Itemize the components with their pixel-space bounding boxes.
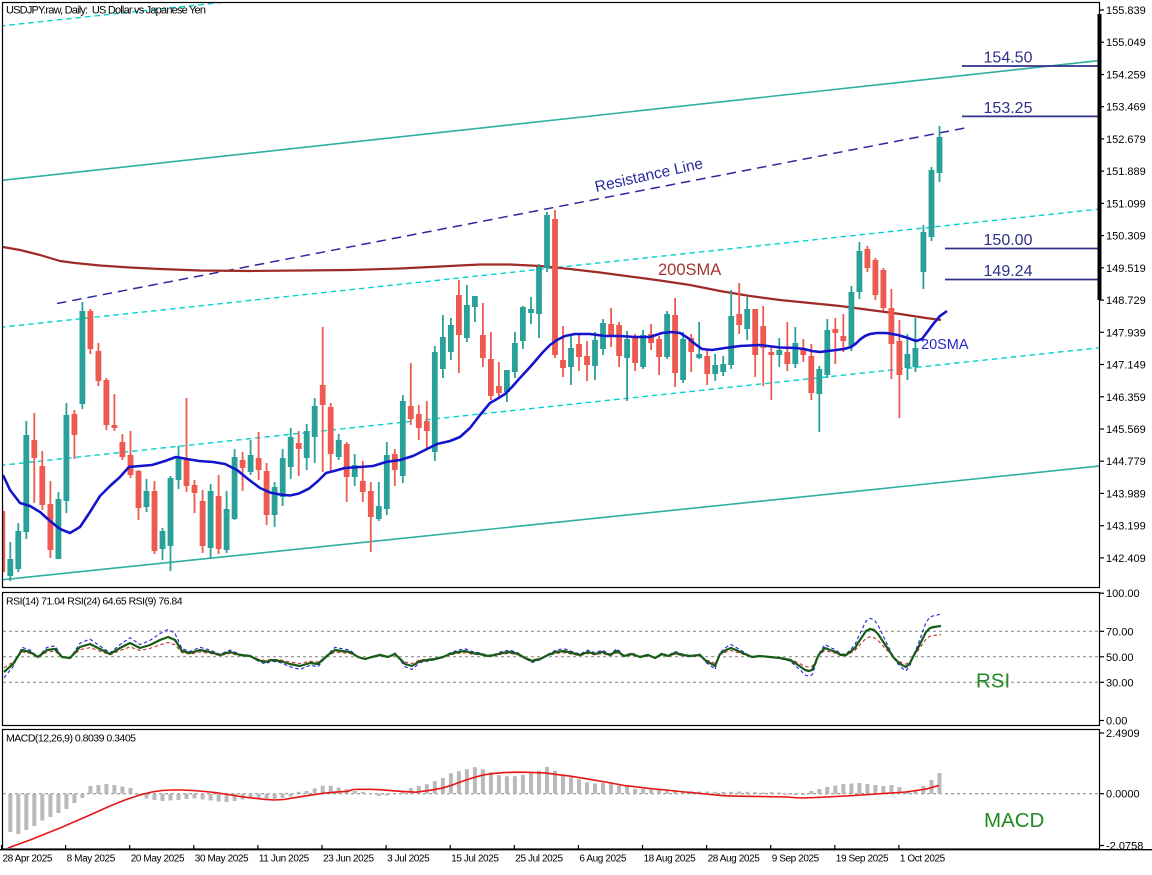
svg-text:11 Jun 2025: 11 Jun 2025 [259,854,310,865]
svg-text:RSI: RSI [976,670,1010,693]
svg-text:50.00: 50.00 [1106,652,1134,664]
svg-text:154.50: 154.50 [984,50,1033,67]
svg-text:150.309: 150.309 [1106,231,1146,243]
svg-text:200SMA: 200SMA [658,261,721,279]
svg-text:23 Jun 2025: 23 Jun 2025 [323,854,374,865]
svg-text:20SMA: 20SMA [921,337,969,353]
svg-text:0.0000: 0.0000 [1106,789,1140,801]
svg-text:142.409: 142.409 [1106,553,1146,565]
svg-text:6 Aug 2025: 6 Aug 2025 [579,854,626,865]
svg-text:2.4909: 2.4909 [1106,728,1140,740]
svg-text:152.679: 152.679 [1106,134,1146,146]
svg-text:28 Apr 2025: 28 Apr 2025 [3,854,53,865]
svg-text:146.359: 146.359 [1106,392,1146,404]
svg-text:25 Jul 2025: 25 Jul 2025 [515,854,563,865]
svg-text:RSI(14) 71.04 RSI(24) 64.65 RS: RSI(14) 71.04 RSI(24) 64.65 RSI(9) 76.84 [6,596,183,608]
svg-text:143.989: 143.989 [1106,488,1146,500]
svg-text:151.889: 151.889 [1106,166,1146,178]
svg-text:151.099: 151.099 [1106,198,1146,210]
svg-text:-2.0758: -2.0758 [1106,841,1143,853]
svg-text:USDJPY.raw, Daily: US Dollar: USDJPY.raw, Daily: US Dollar vs Japanese… [6,5,206,17]
svg-text:MACD(12,26,9) 0.8039 0.3405: MACD(12,26,9) 0.8039 0.3405 [6,733,136,745]
svg-text:19 Sep 2025: 19 Sep 2025 [836,854,889,865]
svg-text:143.199: 143.199 [1106,521,1146,533]
svg-text:9 Sep 2025: 9 Sep 2025 [772,854,820,865]
svg-text:30.00: 30.00 [1106,677,1134,689]
svg-text:147.939: 147.939 [1106,327,1146,339]
svg-text:149.24: 149.24 [984,263,1033,280]
svg-text:18 Aug 2025: 18 Aug 2025 [644,854,697,865]
svg-text:28 Aug 2025: 28 Aug 2025 [708,854,761,865]
svg-text:145.569: 145.569 [1106,424,1146,436]
svg-text:70.00: 70.00 [1106,626,1134,638]
svg-text:155.049: 155.049 [1106,37,1146,49]
svg-text:153.469: 153.469 [1106,102,1146,114]
svg-text:155.839: 155.839 [1106,5,1146,17]
svg-text:153.25: 153.25 [984,100,1033,117]
svg-text:100.00: 100.00 [1106,588,1140,600]
svg-text:148.729: 148.729 [1106,295,1146,307]
svg-text:147.149: 147.149 [1106,360,1146,372]
svg-text:144.779: 144.779 [1106,456,1146,468]
svg-text:3 Jul 2025: 3 Jul 2025 [387,854,430,865]
svg-text:20 May 2025: 20 May 2025 [131,854,185,865]
svg-text:0.00: 0.00 [1106,716,1127,728]
svg-text:154.259: 154.259 [1106,70,1146,82]
svg-text:149.519: 149.519 [1106,263,1146,275]
svg-text:15 Jul 2025: 15 Jul 2025 [451,854,499,865]
svg-text:30 May 2025: 30 May 2025 [195,854,249,865]
svg-text:8 May 2025: 8 May 2025 [67,854,116,865]
svg-text:1 Oct 2025: 1 Oct 2025 [900,854,946,865]
svg-text:MACD: MACD [984,809,1044,832]
svg-text:150.00: 150.00 [984,232,1033,249]
